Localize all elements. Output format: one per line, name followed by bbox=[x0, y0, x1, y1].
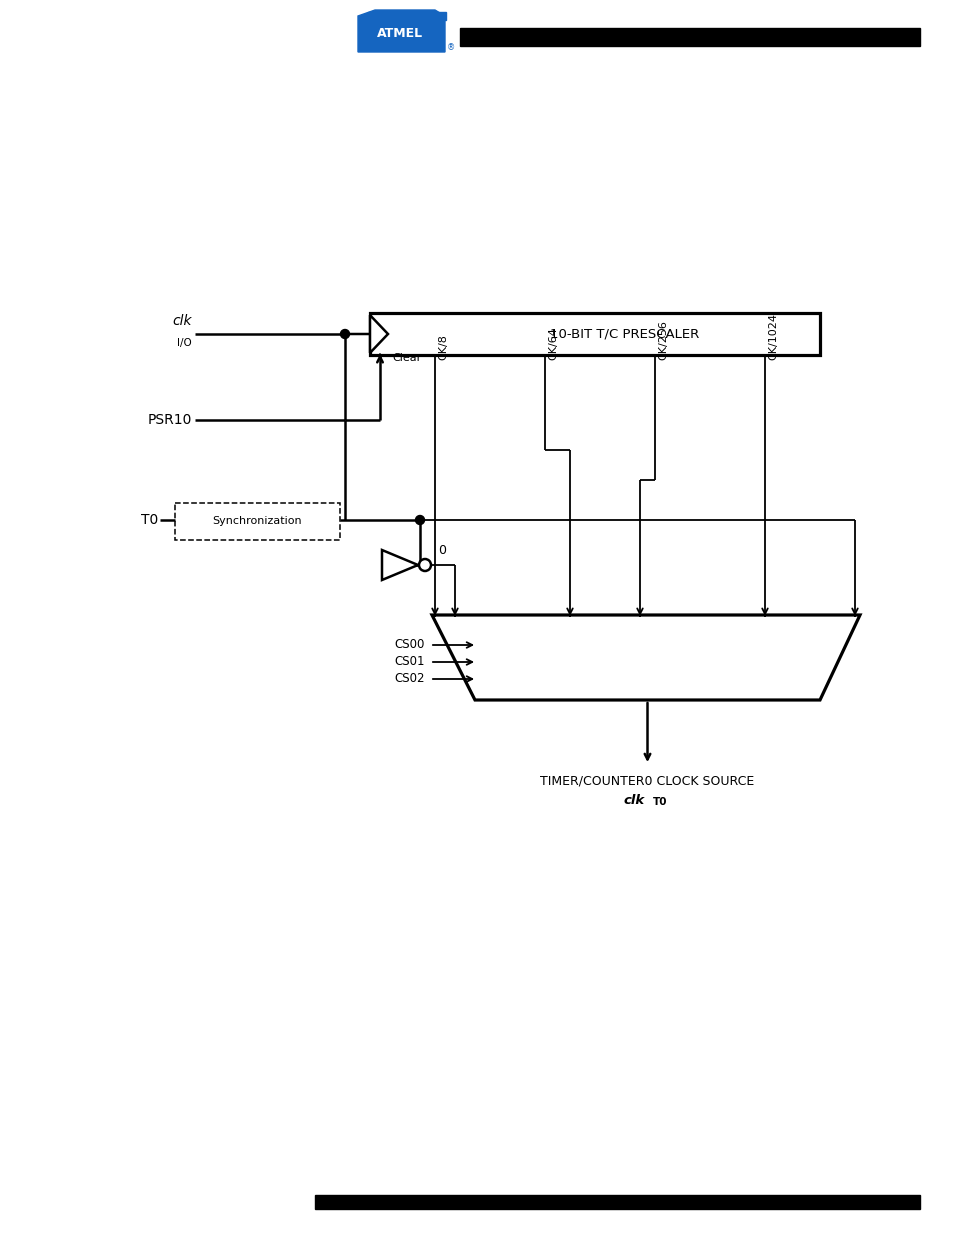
Bar bbox=[370, 312, 820, 354]
Text: ATMEL: ATMEL bbox=[376, 26, 422, 40]
Text: 10-BIT T/C PRESCALER: 10-BIT T/C PRESCALER bbox=[550, 327, 699, 341]
Text: 0: 0 bbox=[437, 545, 446, 557]
Circle shape bbox=[340, 330, 349, 338]
Polygon shape bbox=[432, 615, 859, 700]
Circle shape bbox=[418, 559, 431, 571]
Text: CK/64: CK/64 bbox=[547, 327, 558, 359]
Text: CK/8: CK/8 bbox=[437, 335, 448, 359]
Text: T0: T0 bbox=[652, 797, 666, 806]
Text: TIMER/COUNTER0 CLOCK SOURCE: TIMER/COUNTER0 CLOCK SOURCE bbox=[539, 776, 754, 788]
Circle shape bbox=[416, 515, 424, 525]
Text: I/O: I/O bbox=[177, 338, 192, 348]
Text: clk: clk bbox=[622, 794, 644, 806]
Polygon shape bbox=[357, 10, 444, 52]
Text: CS01: CS01 bbox=[395, 656, 424, 668]
Polygon shape bbox=[381, 550, 417, 580]
Bar bbox=[459, 28, 919, 46]
Text: CK/1024: CK/1024 bbox=[767, 312, 778, 359]
Bar bbox=[368, 12, 446, 20]
Text: clk: clk bbox=[172, 314, 192, 329]
Text: ®: ® bbox=[447, 43, 455, 52]
Bar bbox=[355, 10, 444, 56]
Bar bbox=[174, 503, 339, 540]
Text: CS02: CS02 bbox=[395, 673, 424, 685]
Text: CS00: CS00 bbox=[395, 638, 424, 652]
Text: Clear: Clear bbox=[392, 353, 421, 363]
Text: CK/256: CK/256 bbox=[658, 320, 667, 359]
Text: T0: T0 bbox=[141, 513, 158, 527]
Text: Synchronization: Synchronization bbox=[213, 516, 302, 526]
Bar bbox=[314, 1195, 919, 1209]
Text: PSR10: PSR10 bbox=[148, 412, 192, 427]
Polygon shape bbox=[370, 315, 388, 353]
